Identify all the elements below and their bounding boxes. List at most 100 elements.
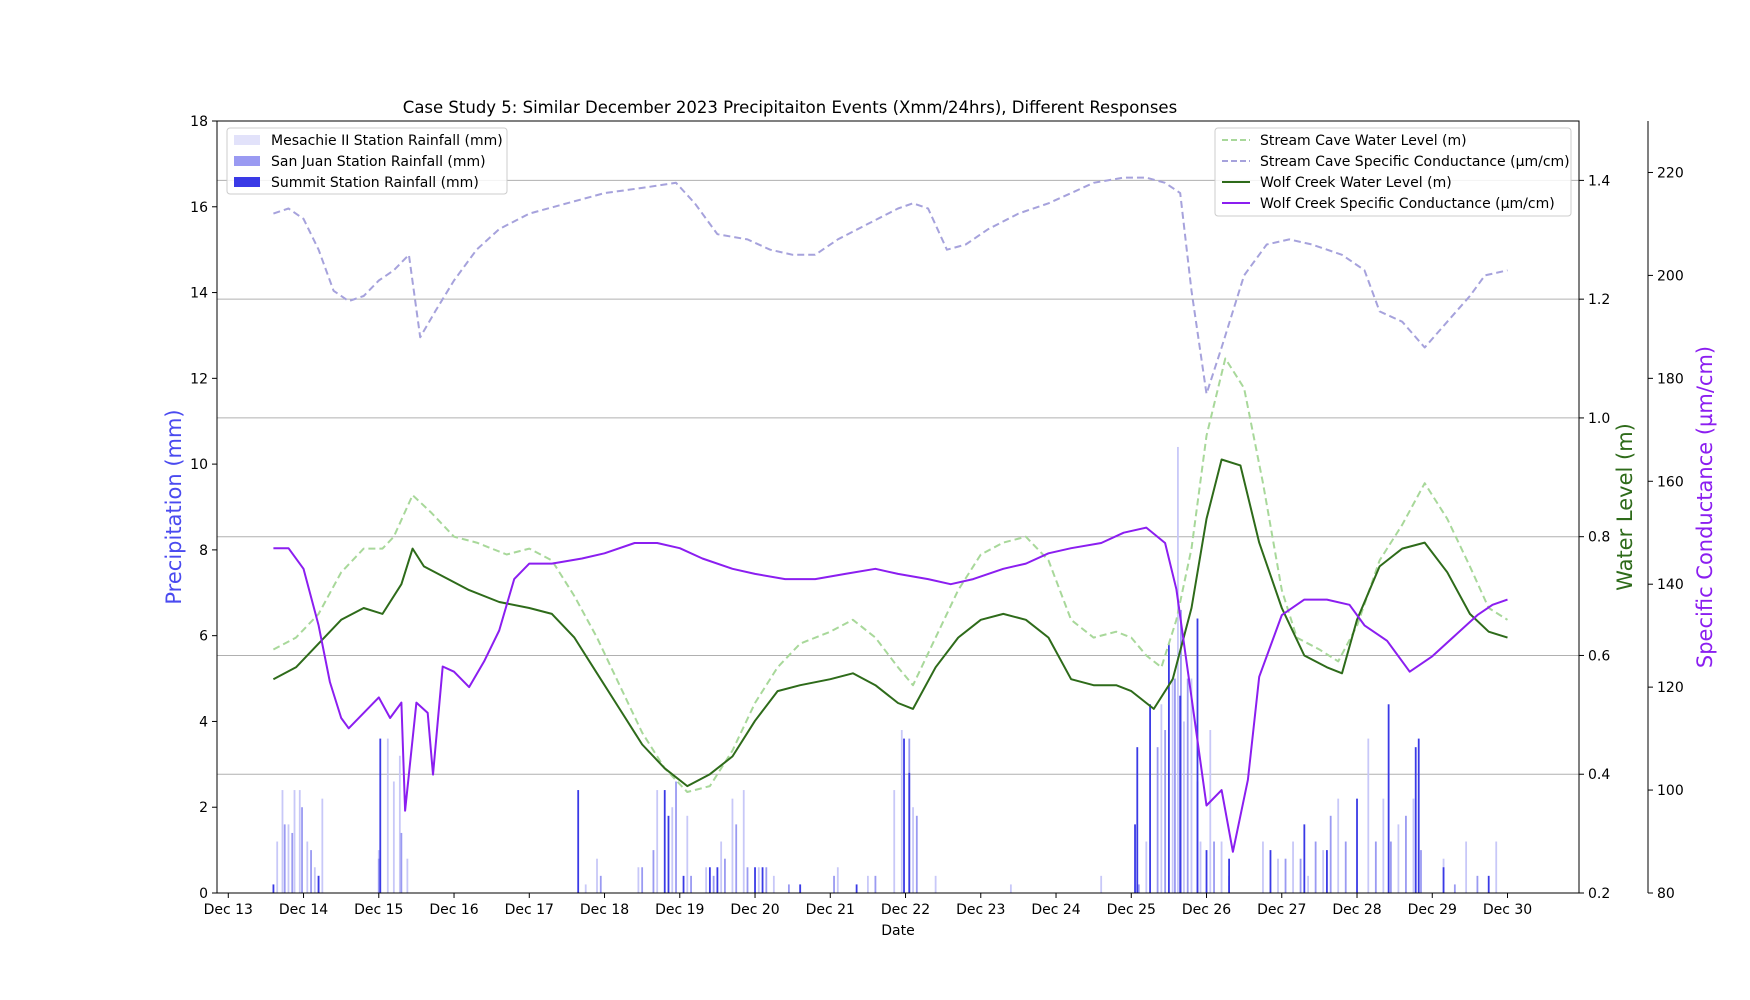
rain-bar-summit-station-rainfall-mm xyxy=(1269,850,1272,893)
rain-bar-mesachie-ii-station-rainfall-mm xyxy=(637,867,640,893)
rain-bar-san-juan-station-rainfall-mm xyxy=(291,832,294,893)
rain-bar-mesachie-ii-station-rainfall-mm xyxy=(386,738,389,893)
rain-bar-mesachie-ii-station-rainfall-mm xyxy=(1412,798,1415,893)
rain-bar-mesachie-ii-station-rainfall-mm xyxy=(1277,858,1279,893)
rain-bar-mesachie-ii-station-rainfall-mm xyxy=(686,815,689,893)
legend-label-summit: Summit Station Rainfall (mm) xyxy=(271,175,479,191)
rain-bar-san-juan-station-rainfall-mm xyxy=(400,832,403,893)
water-level-tick-label: 1.0 xyxy=(1588,411,1610,427)
conductance-tick-label: 80 xyxy=(1657,886,1675,902)
x-tick-label: Dec 25 xyxy=(1107,902,1156,918)
rain-bar-san-juan-station-rainfall-mm xyxy=(283,824,286,893)
rain-bar-summit-station-rainfall-mm xyxy=(1417,738,1420,893)
x-tick-label: Dec 30 xyxy=(1483,902,1532,918)
rain-bar-mesachie-ii-station-rainfall-mm xyxy=(705,867,708,893)
rain-bar-mesachie-ii-station-rainfall-mm xyxy=(1382,798,1385,893)
rain-bar-mesachie-ii-station-rainfall-mm xyxy=(276,841,279,893)
rain-bar-mesachie-ii-station-rainfall-mm xyxy=(742,790,745,893)
rain-bar-summit-station-rainfall-mm xyxy=(716,867,719,893)
rain-bar-mesachie-ii-station-rainfall-mm xyxy=(1160,704,1163,893)
rain-bar-summit-station-rainfall-mm xyxy=(1303,824,1306,893)
rain-bar-san-juan-station-rainfall-mm xyxy=(1164,730,1167,893)
rain-bar-mesachie-ii-station-rainfall-mm xyxy=(720,841,723,893)
x-tick-label: Dec 24 xyxy=(1031,902,1080,918)
x-tick-label: Dec 18 xyxy=(580,902,629,918)
conductance-tick-label: 120 xyxy=(1657,680,1684,696)
x-tick-label: Dec 23 xyxy=(956,902,1005,918)
rain-bar-san-juan-station-rainfall-mm xyxy=(675,781,677,893)
precip-tick-label: 6 xyxy=(199,629,208,645)
precip-tick-label: 10 xyxy=(190,457,208,473)
rain-bar-mesachie-ii-station-rainfall-mm xyxy=(293,790,296,893)
precip-tick-label: 4 xyxy=(199,714,208,730)
x-tick-label: Dec 29 xyxy=(1408,902,1457,918)
rain-bar-san-juan-station-rainfall-mm xyxy=(1284,858,1287,893)
rain-bar-mesachie-ii-station-rainfall-mm xyxy=(406,858,409,893)
rain-bar-san-juan-station-rainfall-mm xyxy=(1213,841,1215,893)
x-tick-label: Dec 26 xyxy=(1182,902,1231,918)
rain-bar-summit-station-rainfall-mm xyxy=(1414,747,1417,893)
rain-bar-summit-station-rainfall-mm xyxy=(1442,867,1445,893)
legend-swatch-summit xyxy=(234,177,260,187)
rain-bar-summit-station-rainfall-mm xyxy=(1487,875,1490,893)
rain-bar-summit-station-rainfall-mm xyxy=(799,884,802,893)
x-tick-label: Dec 16 xyxy=(429,902,478,918)
rain-bar-san-juan-station-rainfall-mm xyxy=(833,875,835,893)
rain-bar-mesachie-ii-station-rainfall-mm xyxy=(934,875,937,893)
rain-bar-mesachie-ii-station-rainfall-mm xyxy=(731,798,734,893)
x-axis-ticks: Dec 13 Dec 14 Dec 15 Dec 16 Dec 17 Dec 18 Dec … xyxy=(204,893,1532,918)
conductance-tick-label: 100 xyxy=(1657,783,1684,799)
rain-bar-mesachie-ii-station-rainfall-mm xyxy=(1337,798,1340,893)
rain-bar-san-juan-station-rainfall-mm xyxy=(1476,875,1479,893)
rain-bar-mesachie-ii-station-rainfall-mm xyxy=(1465,841,1468,893)
x-tick-label: Dec 22 xyxy=(881,902,930,918)
rain-bar-san-juan-station-rainfall-mm xyxy=(1329,815,1332,893)
series-line-stream-cave-water-level-m xyxy=(272,357,1509,793)
rain-bar-mesachie-ii-station-rainfall-mm xyxy=(596,858,598,893)
rain-bar-mesachie-ii-station-rainfall-mm xyxy=(656,790,659,893)
rain-bar-mesachie-ii-station-rainfall-mm xyxy=(392,781,395,893)
rain-bar-mesachie-ii-station-rainfall-mm xyxy=(1145,841,1148,893)
rain-bar-summit-station-rainfall-mm xyxy=(1136,747,1139,893)
legend-swatch-san-juan xyxy=(234,156,260,166)
rain-bar-mesachie-ii-station-rainfall-mm xyxy=(1495,841,1498,893)
rain-bar-summit-station-rainfall-mm xyxy=(1149,704,1151,893)
rain-bar-summit-station-rainfall-mm xyxy=(1179,695,1182,893)
rain-bar-mesachie-ii-station-rainfall-mm xyxy=(1367,738,1370,893)
rain-bar-san-juan-station-rainfall-mm xyxy=(1186,678,1189,893)
rainfall-bars xyxy=(272,446,1498,893)
rain-bar-mesachie-ii-station-rainfall-mm xyxy=(321,798,324,893)
x-tick-label: Dec 28 xyxy=(1332,902,1381,918)
plot-frame xyxy=(216,120,1580,894)
water-level-tick-label: 0.2 xyxy=(1588,886,1610,902)
precip-tick-label: 8 xyxy=(199,543,208,559)
rain-bar-san-juan-station-rainfall-mm xyxy=(787,884,790,893)
conductance-tick-label: 160 xyxy=(1657,474,1684,490)
precip-axis-ticks: 0 2 4 6 8 10 12 14 16 18 xyxy=(190,114,217,902)
precip-axis-label: Precipitation (mm) xyxy=(162,409,186,604)
rain-bar-mesachie-ii-station-rainfall-mm xyxy=(1199,841,1202,893)
rain-bar-san-juan-station-rainfall-mm xyxy=(712,875,715,893)
rain-bar-summit-station-rainfall-mm xyxy=(855,884,858,893)
rain-bar-san-juan-station-rainfall-mm xyxy=(1314,841,1317,893)
water-level-tick-label: 0.8 xyxy=(1588,530,1610,546)
rain-bar-san-juan-station-rainfall-mm xyxy=(1156,747,1159,893)
x-tick-label: Dec 20 xyxy=(730,902,779,918)
precip-tick-label: 14 xyxy=(190,286,208,302)
x-tick-label: Dec 15 xyxy=(354,902,403,918)
x-tick-label: Dec 27 xyxy=(1257,902,1306,918)
rain-bar-summit-station-rainfall-mm xyxy=(663,790,666,893)
rain-bar-san-juan-station-rainfall-mm xyxy=(599,875,602,893)
rain-bar-san-juan-station-rainfall-mm xyxy=(690,875,692,893)
water-level-axis-ticks: 0.2 0.4 0.6 0.8 1.0 1.2 1.4 xyxy=(1579,173,1610,902)
rain-bar-san-juan-station-rainfall-mm xyxy=(1420,850,1422,893)
rain-bar-san-juan-station-rainfall-mm xyxy=(1344,841,1347,893)
rain-bar-summit-station-rainfall-mm xyxy=(379,738,382,893)
rain-bar-summit-station-rainfall-mm xyxy=(1326,850,1328,893)
precip-tick-label: 2 xyxy=(199,800,208,816)
water-level-tick-label: 0.4 xyxy=(1588,767,1610,783)
legend-swatch-mesachie xyxy=(234,135,260,145)
rain-bar-san-juan-station-rainfall-mm xyxy=(1453,884,1456,893)
conductance-tick-label: 200 xyxy=(1657,268,1684,284)
